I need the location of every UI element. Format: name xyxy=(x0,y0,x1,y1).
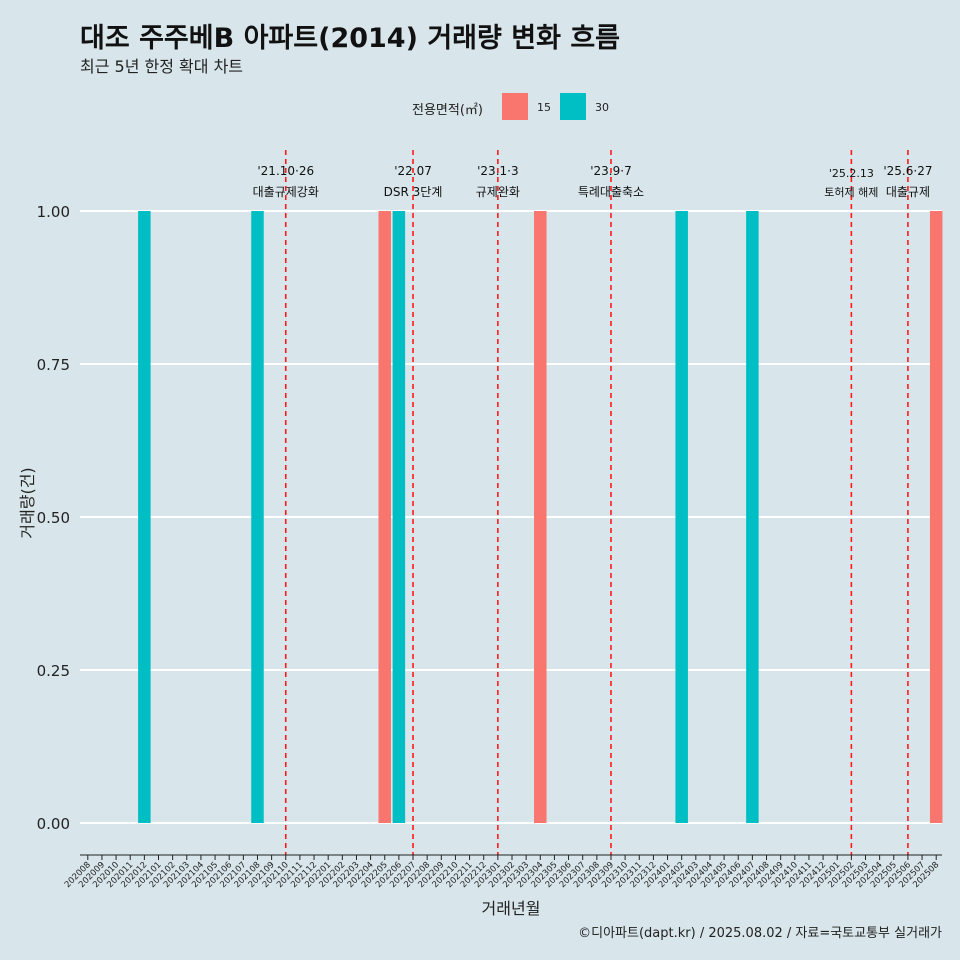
legend-swatch-15 xyxy=(502,93,528,120)
y-tick-label: 0.00 xyxy=(37,815,70,833)
bar xyxy=(138,211,151,823)
y-tick-label: 0.50 xyxy=(37,509,70,527)
bar xyxy=(392,211,406,823)
y-tick-label: 1.00 xyxy=(37,203,70,221)
bar xyxy=(378,211,391,823)
annotation-date: '25.2.13 xyxy=(829,167,874,180)
bar xyxy=(929,211,943,823)
annotation-date: '22.07 xyxy=(394,164,432,178)
annotation-date: '21.10·26 xyxy=(257,164,314,178)
source-caption: ©디아파트(dapt.kr) / 2025.08.02 / 자료=국토교통부 실… xyxy=(578,926,942,941)
legend-swatch-30 xyxy=(560,93,586,120)
y-tick-label: 0.25 xyxy=(37,662,70,680)
bar xyxy=(675,211,688,823)
annotation-label: 대출규제 xyxy=(886,185,930,199)
annotation-label: DSR 3단계 xyxy=(384,185,443,199)
annotation-date: '23.9·7 xyxy=(590,164,631,178)
bar xyxy=(746,211,759,823)
annotation-date: '25.6·27 xyxy=(883,164,932,178)
annotation-date: '23.1·3 xyxy=(477,164,518,178)
legend-title: 전용면적(㎡) xyxy=(412,103,483,118)
chart-subtitle: 최근 5년 한정 확대 차트 xyxy=(80,57,244,76)
annotation-label: 특례대출축소 xyxy=(578,185,644,199)
legend-label-15: 15 xyxy=(537,101,551,114)
annotation-label: 대출규제강화 xyxy=(253,185,319,199)
bar xyxy=(534,211,547,823)
x-axis-title: 거래년월 xyxy=(482,899,541,918)
legend: 전용면적(㎡) 15 30 xyxy=(0,93,960,121)
y-axis-title: 거래량(건) xyxy=(18,467,37,538)
annotation-label: 토허제 해제 xyxy=(824,185,878,199)
y-tick-label: 0.75 xyxy=(37,356,70,374)
chart-title: 대조 주주베B 아파트(2014) 거래량 변화 흐름 xyxy=(80,23,621,54)
bar xyxy=(251,211,264,823)
legend-label-30: 30 xyxy=(595,101,609,114)
annotation-label: 규제완화 xyxy=(476,185,520,199)
